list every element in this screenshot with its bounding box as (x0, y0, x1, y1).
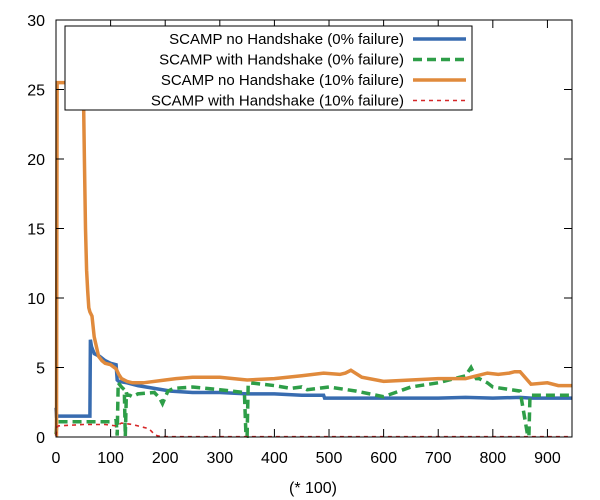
x-axis-title: (* 100) (289, 480, 337, 497)
x-tick-label-1: 100 (97, 450, 124, 467)
series-line-3 (54, 80, 572, 438)
y-tick-label-5: 25 (27, 83, 45, 100)
series-layer (54, 80, 572, 439)
x-tick-label-6: 600 (370, 450, 397, 467)
x-tick-label-7: 700 (425, 450, 452, 467)
legend-label-1: SCAMP no Handshake (0% failure) (169, 31, 404, 48)
legend-label-4: SCAMP with Handshake (10% failure) (151, 93, 404, 110)
y-tick-label-0: 0 (36, 430, 45, 447)
legend-label-2: SCAMP with Handshake (0% failure) (159, 52, 404, 69)
y-tick-label-1: 5 (36, 361, 45, 378)
y-tick-label-3: 15 (27, 222, 45, 239)
legend: SCAMP no Handshake (0% failure) SCAMP wit… (64, 25, 473, 111)
tick-label-layer: 0 100 200 300 400 500 600 700 800 900 0 5 10 15 20 25 30 (27, 13, 561, 467)
x-tick-label-0: 0 (52, 450, 61, 467)
x-tick-label-9: 900 (534, 450, 561, 467)
series-line-2 (54, 363, 572, 439)
y-tick-label-4: 20 (27, 152, 45, 169)
legend-box (64, 25, 473, 111)
y-tick-label-2: 10 (27, 291, 45, 308)
x-tick-label-2: 200 (152, 450, 179, 467)
y-tick-label-6: 30 (27, 13, 45, 30)
x-tick-label-5: 500 (316, 450, 343, 467)
series-line-4 (55, 422, 572, 438)
legend-label-3: SCAMP no Handshake (10% failure) (161, 72, 404, 89)
x-tick-label-3: 300 (206, 450, 233, 467)
x-tick-label-4: 400 (261, 450, 288, 467)
x-tick-label-8: 800 (479, 450, 506, 467)
